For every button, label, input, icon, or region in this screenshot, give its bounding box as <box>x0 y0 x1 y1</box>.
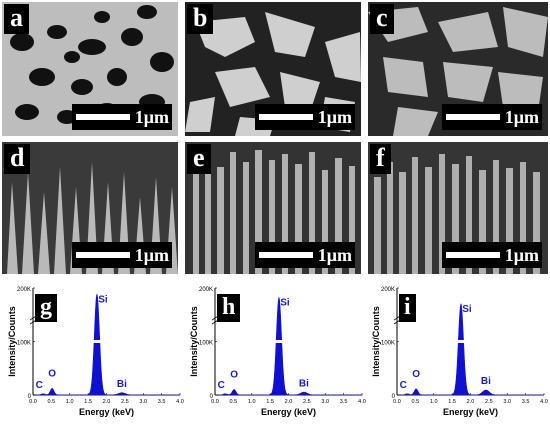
x-tick-label: 2.0 <box>103 399 111 405</box>
y-axis-title: Intensity/Counts <box>371 306 381 377</box>
spectrum-area <box>218 296 363 396</box>
scale-bar-b: 1μm <box>255 104 355 130</box>
panel-label-g: g <box>35 294 57 322</box>
y-tick-label: 0 <box>392 394 396 400</box>
peak-label-bi: Bi <box>299 378 309 389</box>
panel-label-h: h <box>217 294 241 322</box>
panel-label-e: e <box>187 144 211 174</box>
peak-label-bi: Bi <box>117 379 127 390</box>
sem-panel-b: b 1μm <box>185 2 361 136</box>
x-tick-label: 1.0 <box>66 399 74 405</box>
eds-svg-i: 200K 100K 00.0 0.5 1.0 1.5 2.0 2.5 3.0 3.5 4.0 Ener… <box>371 287 548 417</box>
peak-label-c: C <box>36 380 43 391</box>
scale-bar-d: 1μm <box>72 242 172 268</box>
peak-break-gap <box>274 340 283 343</box>
eds-svg-g: 200K 100K 00.0 0.5 1.0 1.5 2.0 2.5 3.0 3.5 4.0 Ener… <box>7 287 184 417</box>
sem-image-c <box>368 2 548 136</box>
sem-panel-f: f 1μm <box>368 142 548 274</box>
x-axis-title: Energy (keV) <box>79 407 134 417</box>
x-tick-label: 1.5 <box>448 399 456 405</box>
sem-panel-d: d 1μm <box>2 142 178 274</box>
panel-label-a: a <box>4 4 29 34</box>
y-tick-label: 200K <box>381 287 395 293</box>
x-tick-label: 0.0 <box>29 399 37 405</box>
panel-label-c: c <box>370 4 394 34</box>
panel-label-b: b <box>187 4 214 34</box>
x-tick-label: 3.0 <box>503 399 511 405</box>
scale-bar-c: 1μm <box>442 104 542 130</box>
y-tick-label: 0 <box>210 394 214 400</box>
x-tick-label: 1.0 <box>430 399 438 405</box>
scale-text-a: 1μm <box>134 107 169 127</box>
panel-label-f: f <box>370 144 391 174</box>
x-tick-label: 1.0 <box>248 399 256 405</box>
x-axis-title: Energy (keV) <box>261 407 316 417</box>
peak-label-si: Si <box>98 294 108 305</box>
scale-bar-a: 1μm <box>72 104 172 130</box>
x-tick-label: 1.5 <box>84 399 92 405</box>
peak-label-si: Si <box>462 304 472 315</box>
x-tick-label: 3.0 <box>139 399 147 405</box>
x-tick-label: 4.0 <box>358 399 366 405</box>
scale-text-b: 1μm <box>317 107 352 127</box>
sem-panel-e: e 1μm <box>185 142 361 274</box>
peak-label-si: Si <box>280 298 290 309</box>
x-tick-label: 2.0 <box>467 399 475 405</box>
scale-text-d: 1μm <box>134 245 169 265</box>
peak-label-c: C <box>218 380 225 391</box>
panel-label-d: d <box>4 144 31 174</box>
peak-break-gap <box>456 340 465 343</box>
x-tick-label: 3.5 <box>522 399 530 405</box>
peak-label-o: O <box>412 369 420 380</box>
spectrum-area <box>400 303 545 396</box>
scale-text-f: 1μm <box>504 245 539 265</box>
y-tick-label: 100K <box>381 341 395 347</box>
x-tick-label: 4.0 <box>540 399 548 405</box>
x-tick-label: 2.0 <box>285 399 293 405</box>
y-axis-title: Intensity/Counts <box>189 306 199 377</box>
x-tick-label: 2.5 <box>485 399 493 405</box>
x-tick-label: 3.5 <box>158 399 166 405</box>
y-tick-label: 100K <box>199 341 213 347</box>
eds-svg-h: 200K 100K 00.0 0.5 1.0 1.5 2.0 2.5 3.0 3.5 4.0 Ener… <box>189 287 366 417</box>
y-tick-label: 200K <box>17 287 31 293</box>
panel-label-i: i <box>399 294 416 322</box>
spectrum-area <box>36 293 181 396</box>
eds-chart-i: 200K 100K 0 0.0 0.5 1.0 1.5 2.0 2.5 3.0 3.5 4.0 Ener… <box>369 282 548 422</box>
x-tick-label: 4.0 <box>176 399 184 405</box>
x-tick-label: 0.0 <box>393 399 401 405</box>
x-tick-label: 1.5 <box>266 399 274 405</box>
x-tick-label: 3.0 <box>321 399 329 405</box>
eds-chart-h: 200K 100K 0 0.0 0.5 1.0 1.5 2.0 2.5 3.0 3.5 4.0 Ener… <box>187 282 366 422</box>
scale-text-c: 1μm <box>504 107 539 127</box>
peak-label-o: O <box>48 369 56 380</box>
x-tick-label: 0.5 <box>412 399 420 405</box>
y-tick-label: 100K <box>17 341 31 347</box>
peak-label-o: O <box>230 370 238 381</box>
eds-chart-g: 200K 100K 0 0.0 0.5 1.0 1.5 2.0 2.5 3.0 3.5 4.0 Ener… <box>5 282 184 422</box>
peak-break-gap <box>92 340 101 343</box>
peak-label-bi: Bi <box>481 376 491 387</box>
scale-bar-e: 1μm <box>255 242 355 268</box>
x-tick-label: 0.5 <box>230 399 238 405</box>
x-tick-label: 2.5 <box>303 399 311 405</box>
y-tick-label: 0 <box>28 394 32 400</box>
sem-panel-a: a 1μm <box>2 2 178 136</box>
x-tick-label: 0.5 <box>48 399 56 405</box>
x-tick-label: 3.5 <box>340 399 348 405</box>
y-axis-title: Intensity/Counts <box>7 306 17 377</box>
peak-label-c: C <box>400 380 407 391</box>
x-axis-title: Energy (keV) <box>443 407 498 417</box>
x-tick-label: 0.0 <box>211 399 219 405</box>
x-tick-label: 2.5 <box>121 399 129 405</box>
sem-panel-c: c 1μm <box>368 2 548 136</box>
scale-text-e: 1μm <box>317 245 352 265</box>
scale-bar-f: 1μm <box>442 242 542 268</box>
y-tick-label: 200K <box>199 287 213 293</box>
